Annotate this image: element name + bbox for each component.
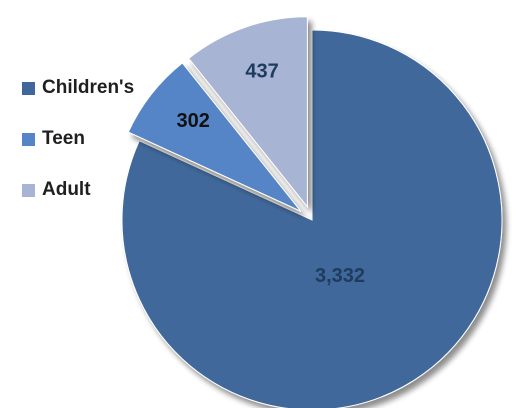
legend-swatch-teen xyxy=(22,132,35,146)
data-label-adult: 437 xyxy=(245,61,278,83)
legend-label-teen: Teen xyxy=(42,128,85,149)
legend-label-childrens: Children's xyxy=(42,77,135,98)
pie-slice-adult xyxy=(188,16,308,209)
legend-item-childrens: Children's xyxy=(22,76,182,100)
data-label-childrens: 3,332 xyxy=(315,265,365,287)
data-label-teen: 302 xyxy=(176,110,209,132)
legend: Children's Teen Adult xyxy=(22,76,182,229)
legend-item-adult: Adult xyxy=(22,178,182,202)
legend-swatch-childrens xyxy=(22,81,35,95)
pie-slice-childrens xyxy=(121,29,503,408)
legend-swatch-adult xyxy=(22,183,35,197)
legend-item-teen: Teen xyxy=(22,127,182,151)
pie-slice-teen xyxy=(127,62,302,212)
legend-label-adult: Adult xyxy=(42,179,91,200)
